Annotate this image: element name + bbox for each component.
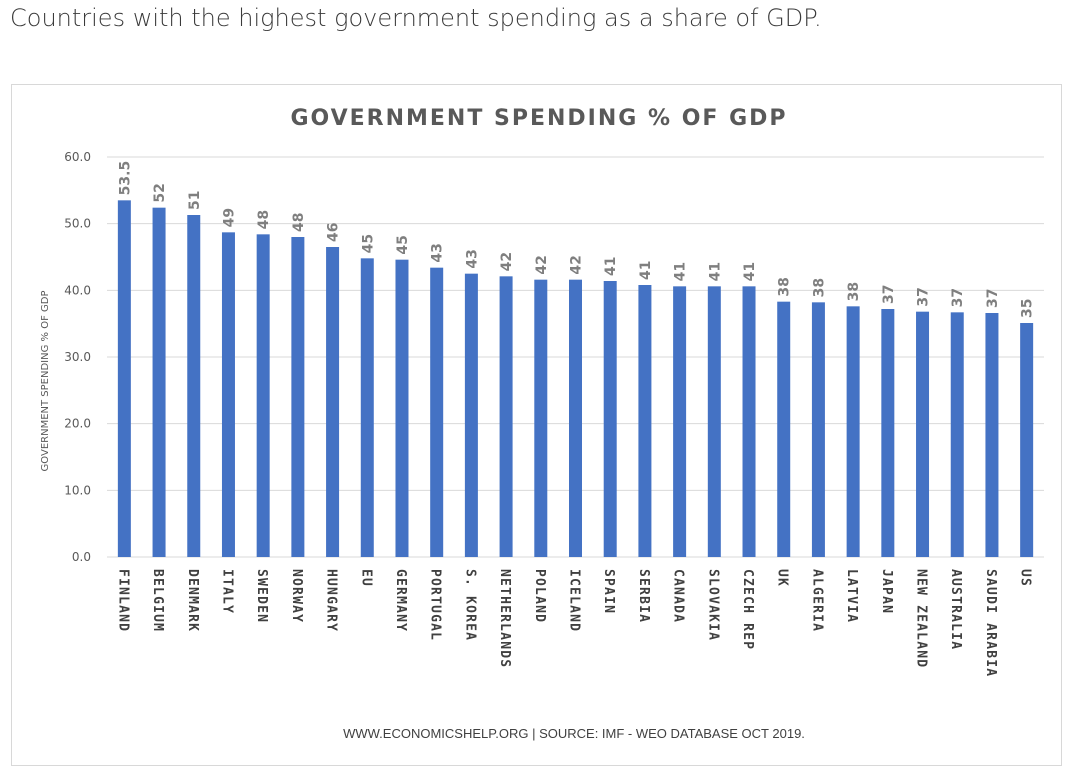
data-label: 43 xyxy=(464,249,480,268)
x-tick-label: SAUDI ARABIA xyxy=(983,569,998,677)
data-label: 42 xyxy=(569,255,585,274)
data-label: 41 xyxy=(603,257,619,276)
x-tick-label: GERMANY xyxy=(393,569,408,632)
x-tick-label: EU xyxy=(358,569,373,587)
bar xyxy=(916,311,930,557)
data-label: 41 xyxy=(707,262,723,281)
bars xyxy=(117,200,1034,558)
data-label: 38 xyxy=(811,278,827,297)
y-tick-label: 30.0 xyxy=(64,350,91,364)
x-tick-label: S. KOREA xyxy=(462,569,477,641)
y-tick-label: 20.0 xyxy=(64,417,91,431)
bar xyxy=(985,313,999,557)
x-tick-label: BELGIUM xyxy=(150,569,165,632)
bar xyxy=(881,309,895,557)
x-tick-label: LATVIA xyxy=(844,569,859,623)
x-tick-label: POLAND xyxy=(532,569,547,623)
y-tick-label: 50.0 xyxy=(64,217,91,231)
bar xyxy=(603,281,617,557)
bar xyxy=(1020,323,1034,557)
x-tick-label: FINLAND xyxy=(115,569,130,632)
x-tick-label: NORWAY xyxy=(289,569,304,623)
data-labels: 53.5 52 51 49 48 48 46 45 45 43 43 42 42 42 41 41 41 41 41… xyxy=(117,161,1035,318)
bar xyxy=(742,286,756,557)
bar xyxy=(291,237,305,557)
y-tick-label: 0.0 xyxy=(72,550,91,564)
x-tick-label: SERBIA xyxy=(636,569,651,623)
y-tick-label: 10.0 xyxy=(64,483,91,497)
bar xyxy=(256,234,270,558)
bar xyxy=(777,301,791,557)
page-heading: Countries with the highest government sp… xyxy=(10,4,822,32)
x-tick-label: SPAIN xyxy=(601,569,616,614)
bar xyxy=(326,247,340,557)
data-label: 42 xyxy=(499,252,515,271)
bar xyxy=(117,200,131,557)
x-tick-label: JAPAN xyxy=(879,569,894,614)
data-label: 48 xyxy=(291,213,307,232)
x-tick-label: SWEDEN xyxy=(254,569,269,623)
data-label: 41 xyxy=(742,262,758,281)
data-label: 48 xyxy=(256,210,272,229)
y-axis-label: GOVERNMENT SPENDING % OF GDP xyxy=(40,291,51,472)
data-label: 46 xyxy=(326,223,342,242)
bar xyxy=(638,285,652,557)
data-label: 43 xyxy=(430,243,446,262)
data-label: 51 xyxy=(187,191,203,210)
data-label: 52 xyxy=(152,183,168,202)
source-note: WWW.ECONOMICSHELP.ORG | SOURCE: IMF - WE… xyxy=(343,726,805,741)
data-label: 37 xyxy=(950,288,966,307)
x-tick-label: AUSTRALIA xyxy=(948,569,963,650)
x-tick-label: UK xyxy=(775,569,790,587)
bar xyxy=(221,232,235,558)
data-label: 35 xyxy=(1020,299,1036,318)
x-tick-label: CZECH REP xyxy=(740,569,755,650)
bar xyxy=(152,207,166,557)
chart-title: GOVERNMENT SPENDING % OF GDP xyxy=(290,106,787,131)
x-axis-labels: FINLAND BELGIUM DENMARK ITALY SWEDEN NORWAY HU… xyxy=(115,569,1032,677)
data-label: 37 xyxy=(916,287,932,306)
x-tick-label: DENMARK xyxy=(185,569,200,632)
chart-container: GOVERNMENT SPENDING % OF GDP 0.0 10.0 20.0… xyxy=(11,84,1062,766)
bar xyxy=(187,215,201,557)
data-label: 37 xyxy=(985,289,1001,308)
x-tick-label: ALGERIA xyxy=(809,569,824,632)
x-tick-label: PORTUGAL xyxy=(428,569,443,641)
y-axis-ticks: 0.0 10.0 20.0 30.0 40.0 50.0 60.0 xyxy=(64,150,91,564)
y-tick-label: 40.0 xyxy=(64,283,91,297)
data-label: 38 xyxy=(777,277,793,296)
bar xyxy=(499,276,513,557)
data-label: 45 xyxy=(395,235,411,254)
bar xyxy=(673,286,687,557)
data-label: 41 xyxy=(673,262,689,281)
x-tick-label: ICELAND xyxy=(567,569,582,632)
bar xyxy=(950,312,964,557)
x-tick-label: NETHERLANDS xyxy=(497,569,512,668)
bar xyxy=(707,286,721,557)
x-tick-label: NEW ZEALAND xyxy=(914,569,929,668)
data-label: 53.5 xyxy=(117,161,133,196)
bar xyxy=(811,302,825,557)
x-tick-label: SLOVAKIA xyxy=(705,569,720,641)
bar xyxy=(395,259,409,557)
x-tick-label: CANADA xyxy=(671,569,686,623)
data-label: 49 xyxy=(221,208,237,227)
bar-chart: GOVERNMENT SPENDING % OF GDP 0.0 10.0 20.0… xyxy=(40,106,1044,741)
data-label: 37 xyxy=(881,285,897,304)
data-label: 45 xyxy=(360,234,376,253)
bar xyxy=(569,279,582,557)
bar xyxy=(360,258,374,557)
y-tick-label: 60.0 xyxy=(64,150,91,164)
data-label: 42 xyxy=(534,255,550,274)
data-label: 38 xyxy=(846,282,862,301)
data-label: 41 xyxy=(638,261,654,280)
x-tick-label: US xyxy=(1018,569,1033,587)
bar xyxy=(464,273,478,557)
bar xyxy=(846,306,860,557)
x-tick-label: HUNGARY xyxy=(324,569,339,632)
x-tick-label: ITALY xyxy=(219,569,234,614)
bar xyxy=(534,279,548,557)
bar xyxy=(430,267,444,557)
